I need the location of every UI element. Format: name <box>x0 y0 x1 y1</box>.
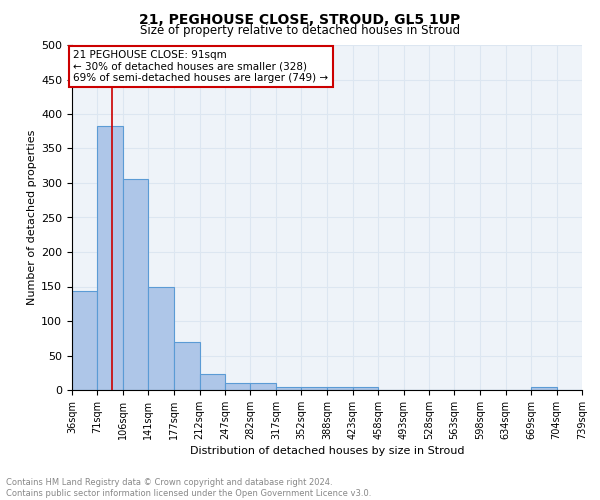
Y-axis label: Number of detached properties: Number of detached properties <box>27 130 37 305</box>
Text: 21, PEGHOUSE CLOSE, STROUD, GL5 1UP: 21, PEGHOUSE CLOSE, STROUD, GL5 1UP <box>139 12 461 26</box>
Bar <box>97 126 123 390</box>
X-axis label: Distribution of detached houses by size in Stroud: Distribution of detached houses by size … <box>190 446 464 456</box>
Bar <box>174 342 200 390</box>
Bar <box>123 179 148 390</box>
Text: 21 PEGHOUSE CLOSE: 91sqm
← 30% of detached houses are smaller (328)
69% of semi-: 21 PEGHOUSE CLOSE: 91sqm ← 30% of detach… <box>73 50 329 83</box>
Bar <box>328 386 353 390</box>
Bar <box>250 383 276 390</box>
Bar <box>225 383 250 390</box>
Bar <box>531 386 557 390</box>
Bar <box>276 386 301 390</box>
Bar <box>200 374 225 390</box>
Bar <box>148 287 173 390</box>
Bar <box>301 386 326 390</box>
Bar <box>353 386 378 390</box>
Text: Contains HM Land Registry data © Crown copyright and database right 2024.
Contai: Contains HM Land Registry data © Crown c… <box>6 478 371 498</box>
Text: Size of property relative to detached houses in Stroud: Size of property relative to detached ho… <box>140 24 460 37</box>
Bar <box>72 292 97 390</box>
